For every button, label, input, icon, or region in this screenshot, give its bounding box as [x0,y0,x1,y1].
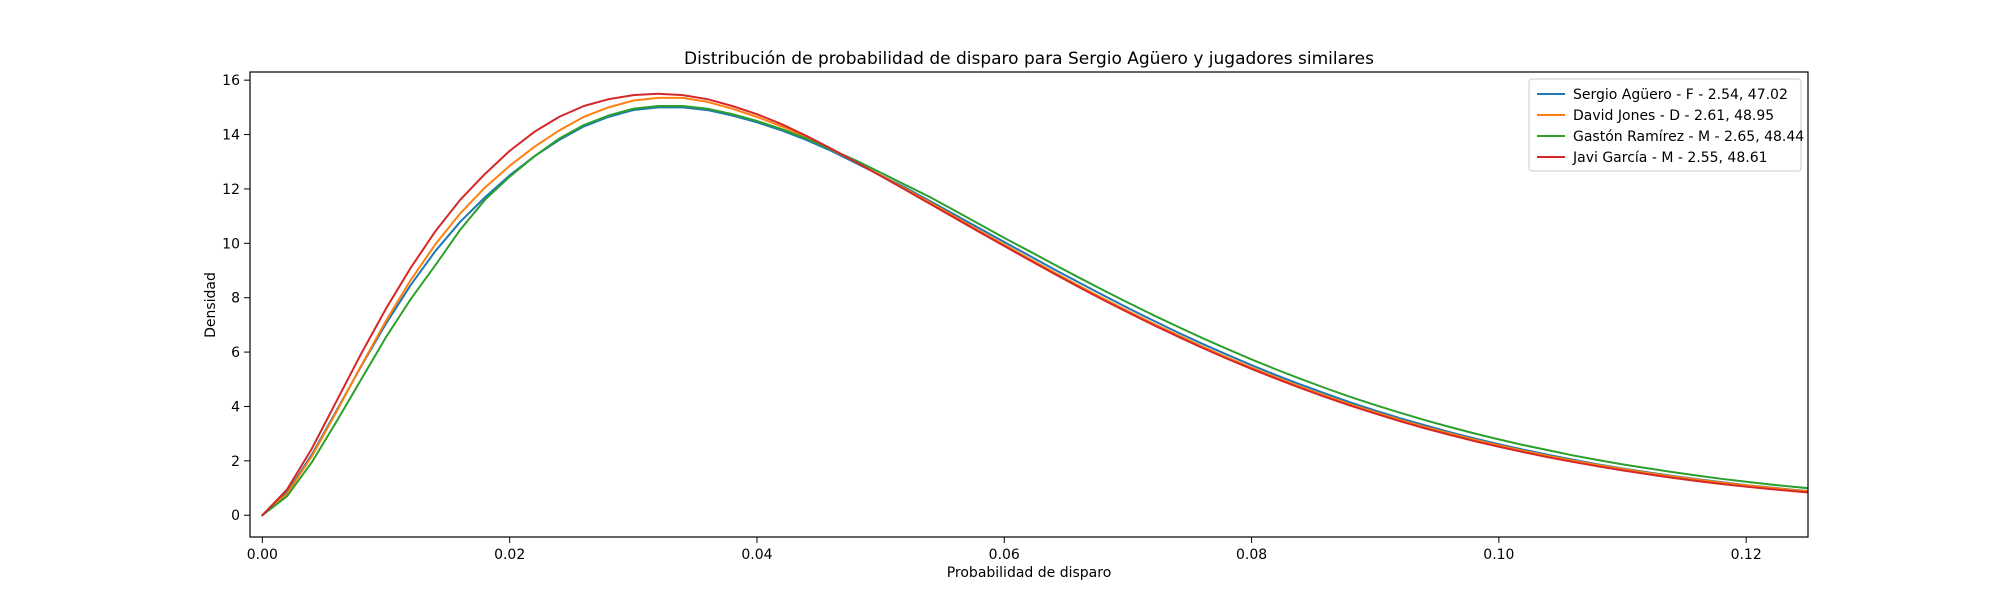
legend-entry-label: Sergio Agüero - F - 2.54, 47.02 [1573,87,1788,103]
legend-entry-label: Gastón Ramírez - M - 2.65, 48.44 [1573,129,1804,145]
y-tick-label: 10 [222,236,240,252]
x-tick-label: 0.06 [989,547,1020,563]
x-tick-label: 0.00 [247,547,278,563]
x-tick-label: 0.08 [1236,547,1267,563]
y-tick-label: 14 [222,128,240,144]
y-axis-label: Densidad [203,272,219,338]
x-axis-label: Probabilidad de disparo [947,565,1112,581]
legend: Sergio Agüero - F - 2.54, 47.02 David Jon… [1528,78,1804,172]
legend-box [1528,78,1802,172]
y-tick-label: 8 [231,291,240,307]
legend-entry-label: Javi García - M - 2.55, 48.61 [1572,150,1768,166]
y-tick-label: 2 [231,454,240,470]
chart-title: Distribución de probabilidad de disparo … [684,49,1374,69]
plot-area-frame [249,71,1809,538]
y-tick-label: 16 [222,73,240,89]
legend-entry-label: David Jones - D - 2.61, 48.95 [1573,108,1774,124]
x-tick-label: 0.12 [1731,547,1762,563]
series-line-2 [261,104,1808,517]
y-tick-label: 12 [222,182,240,198]
series-line-3 [261,92,1808,517]
y-tick-label: 0 [231,508,240,524]
x-tick-label: 0.10 [1483,547,1514,563]
y-tick-label: 6 [231,345,240,361]
y-tick-label: 4 [231,399,240,415]
x-axis: 0.00 0.02 0.04 0.06 0.08 0.10 0.12 [247,537,1762,563]
series-line-1 [261,96,1808,517]
x-tick-label: 0.04 [741,547,772,563]
series-lines [261,92,1808,517]
y-axis: 0 2 4 6 8 10 12 14 16 [222,73,250,524]
x-tick-label: 0.02 [494,547,525,563]
